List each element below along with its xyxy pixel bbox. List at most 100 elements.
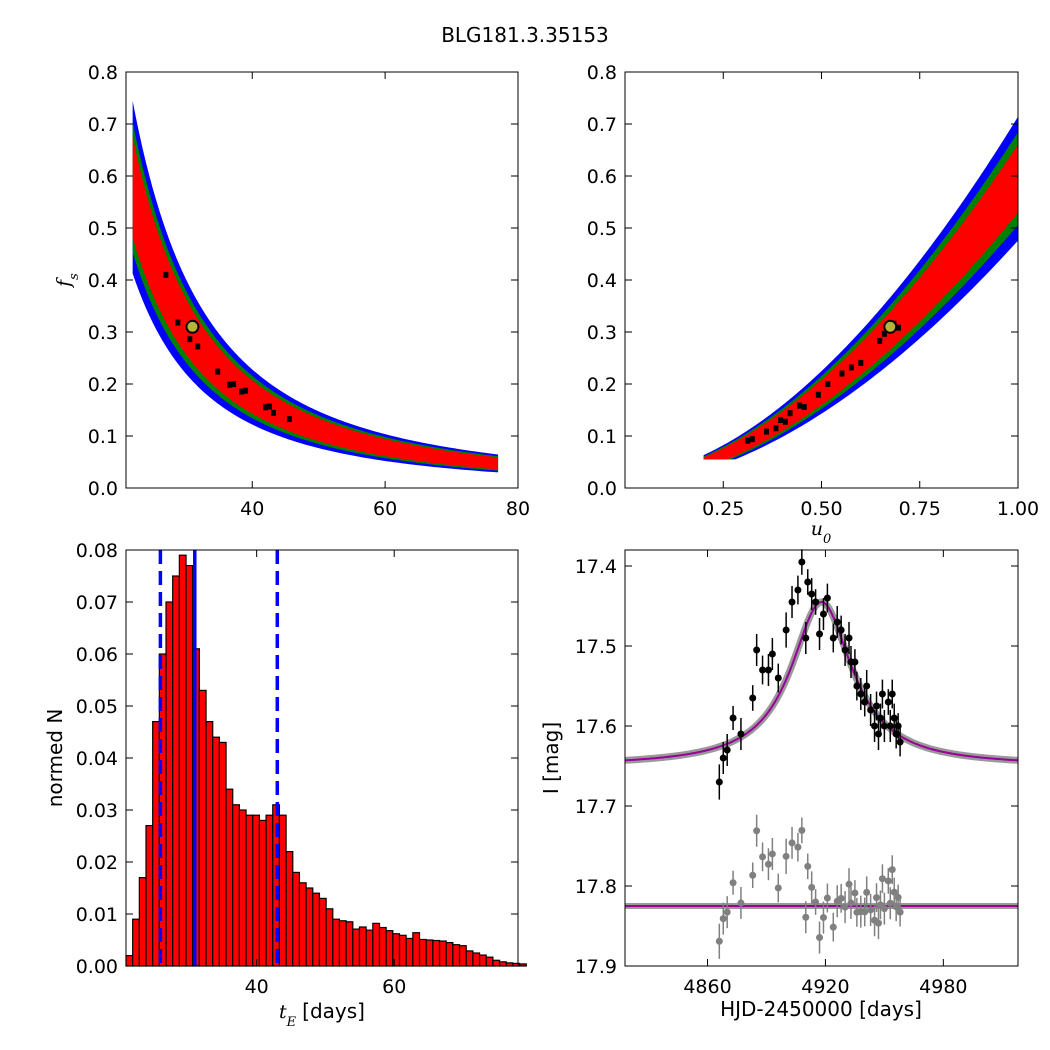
residual-point	[794, 843, 802, 851]
fs-vs-u0-density-cell	[848, 364, 854, 371]
fs-vs-u0-sigma2-band	[703, 132, 1018, 460]
fs-vs-te-density-cell	[231, 381, 237, 388]
te-histogram-bar	[418, 938, 427, 967]
te-histogram-axes: 40 60 0.00 0.01 0.02 0.03 0.04 0.05 0.06 0.07 0.08	[76, 540, 518, 998]
residual-point	[863, 888, 871, 896]
fs-vs-te-density-cell	[195, 343, 201, 350]
te-histogram-bar	[252, 814, 261, 967]
fs-vs-u0-ytick-label: 0.0	[587, 478, 617, 500]
data-point	[768, 650, 776, 658]
te-histogram-bars	[125, 550, 527, 967]
residual-point	[782, 852, 790, 860]
te-histogram-bar	[332, 918, 341, 967]
data-point	[853, 682, 861, 690]
fs-vs-te-ytick-label: 0.5	[88, 218, 118, 240]
residual-point	[845, 880, 853, 888]
data-point	[719, 754, 727, 762]
residual-point	[867, 906, 875, 914]
residual-point	[896, 908, 904, 916]
residual-point	[841, 903, 849, 911]
te-histogram-bar	[138, 876, 147, 967]
fs-vs-u0-density-cell	[839, 370, 845, 377]
fs-vs-te-density-cell	[267, 403, 273, 410]
fs-vs-te-panel: 40 60 80 0.0 0.1 0.2 0.3 0.4 0.5 0.6 0.7 0.8 fs	[53, 62, 530, 520]
te-histogram-bar	[172, 575, 180, 967]
te-histogram-bar	[465, 950, 474, 967]
data-point	[878, 690, 886, 698]
te-histogram-bar	[378, 926, 387, 967]
residual-point	[729, 879, 737, 887]
fs-vs-u0-axes: 0.25 0.50 0.75 1.00 0.0 0.1 0.2 0.3 0.4 0.5 0.6 0.7…	[587, 62, 1039, 520]
te-histogram-ytick-label: 0.00	[76, 956, 118, 978]
te-histogram-ytick-label: 0.05	[76, 696, 118, 718]
data-point	[841, 646, 849, 654]
te-histogram-bar	[212, 736, 220, 967]
residual-point	[873, 894, 881, 902]
residual-point	[808, 883, 816, 891]
te-histogram-bar	[298, 882, 307, 967]
fs-vs-u0-density-cell	[782, 418, 788, 425]
te-histogram-bar	[498, 961, 507, 967]
fs-vs-te-ytick-label: 0.2	[88, 374, 118, 396]
te-histogram-bar	[518, 963, 527, 967]
data-point	[819, 610, 827, 618]
data-point	[833, 618, 841, 626]
fs-vs-u0-sigma3-band	[703, 116, 1018, 460]
fs-vs-u0-density-cell	[749, 436, 755, 443]
data-point	[837, 626, 845, 634]
data-point	[723, 746, 731, 754]
fs-vs-te-sigma1-band	[132, 136, 499, 470]
fs-vs-u0-density	[703, 116, 1018, 460]
fs-vs-u0-xtick-label: 0.50	[800, 498, 842, 520]
data-point	[886, 722, 894, 730]
te-histogram-bar	[198, 689, 207, 967]
data-point	[759, 666, 767, 674]
te-histogram-bar	[458, 945, 467, 967]
te-histogram-bar	[412, 932, 421, 967]
te-histogram-bar	[165, 601, 174, 967]
fs-vs-te-axes: 40 60 80 0.0 0.1 0.2 0.3 0.4 0.5 0.6 0.7 0.8	[88, 62, 530, 520]
residual-point	[798, 826, 806, 834]
fs-vs-te-density-cell	[215, 368, 221, 375]
te-histogram-bar	[292, 871, 301, 967]
data-point	[788, 598, 796, 606]
te-histogram-bar	[318, 897, 327, 967]
data-point	[798, 558, 806, 566]
te-histogram-bar	[232, 804, 241, 967]
data-point	[729, 714, 737, 722]
te-histogram-bar	[485, 956, 494, 967]
light-curve-ylabel: I [mag]	[539, 722, 563, 794]
data-point	[867, 706, 875, 714]
residual-point	[753, 827, 761, 835]
light-curve-model-band	[624, 598, 1019, 764]
light-curve-ytick-label: 17.8	[575, 876, 617, 898]
figure-title: BLG181.3.35153	[441, 23, 609, 47]
data-point	[888, 690, 896, 698]
data-point	[737, 730, 745, 738]
te-histogram-bar	[478, 954, 487, 967]
data-point	[863, 682, 871, 690]
te-histogram-bar	[385, 930, 394, 967]
residual-point	[851, 889, 859, 897]
data-point	[812, 598, 820, 606]
te-histogram-bar	[305, 887, 314, 967]
fs-vs-te-xtick-label: 40	[240, 498, 264, 520]
te-histogram-ytick-label: 0.08	[76, 540, 118, 562]
data-point	[823, 594, 831, 602]
light-curve-ytick-label: 17.4	[575, 556, 617, 578]
te-histogram-panel: 40 60 0.00 0.01 0.02 0.03 0.04 0.05 0.06 0.07 0.08…	[43, 540, 527, 1030]
te-histogram-bar	[218, 741, 227, 967]
data-point	[808, 590, 816, 598]
light-curve-ytick-label: 17.6	[575, 716, 617, 738]
residual-point	[768, 850, 776, 858]
data-point	[804, 578, 812, 586]
te-histogram-bar	[398, 934, 407, 967]
residual-point	[878, 875, 886, 883]
te-histogram-bar	[185, 564, 194, 967]
fs-vs-u0-best-fit-marker	[883, 319, 898, 334]
te-histogram-bar	[365, 929, 374, 967]
te-histogram-bar	[132, 918, 140, 967]
fs-vs-te-ytick-label: 0.8	[88, 62, 118, 84]
data-point	[851, 658, 859, 666]
